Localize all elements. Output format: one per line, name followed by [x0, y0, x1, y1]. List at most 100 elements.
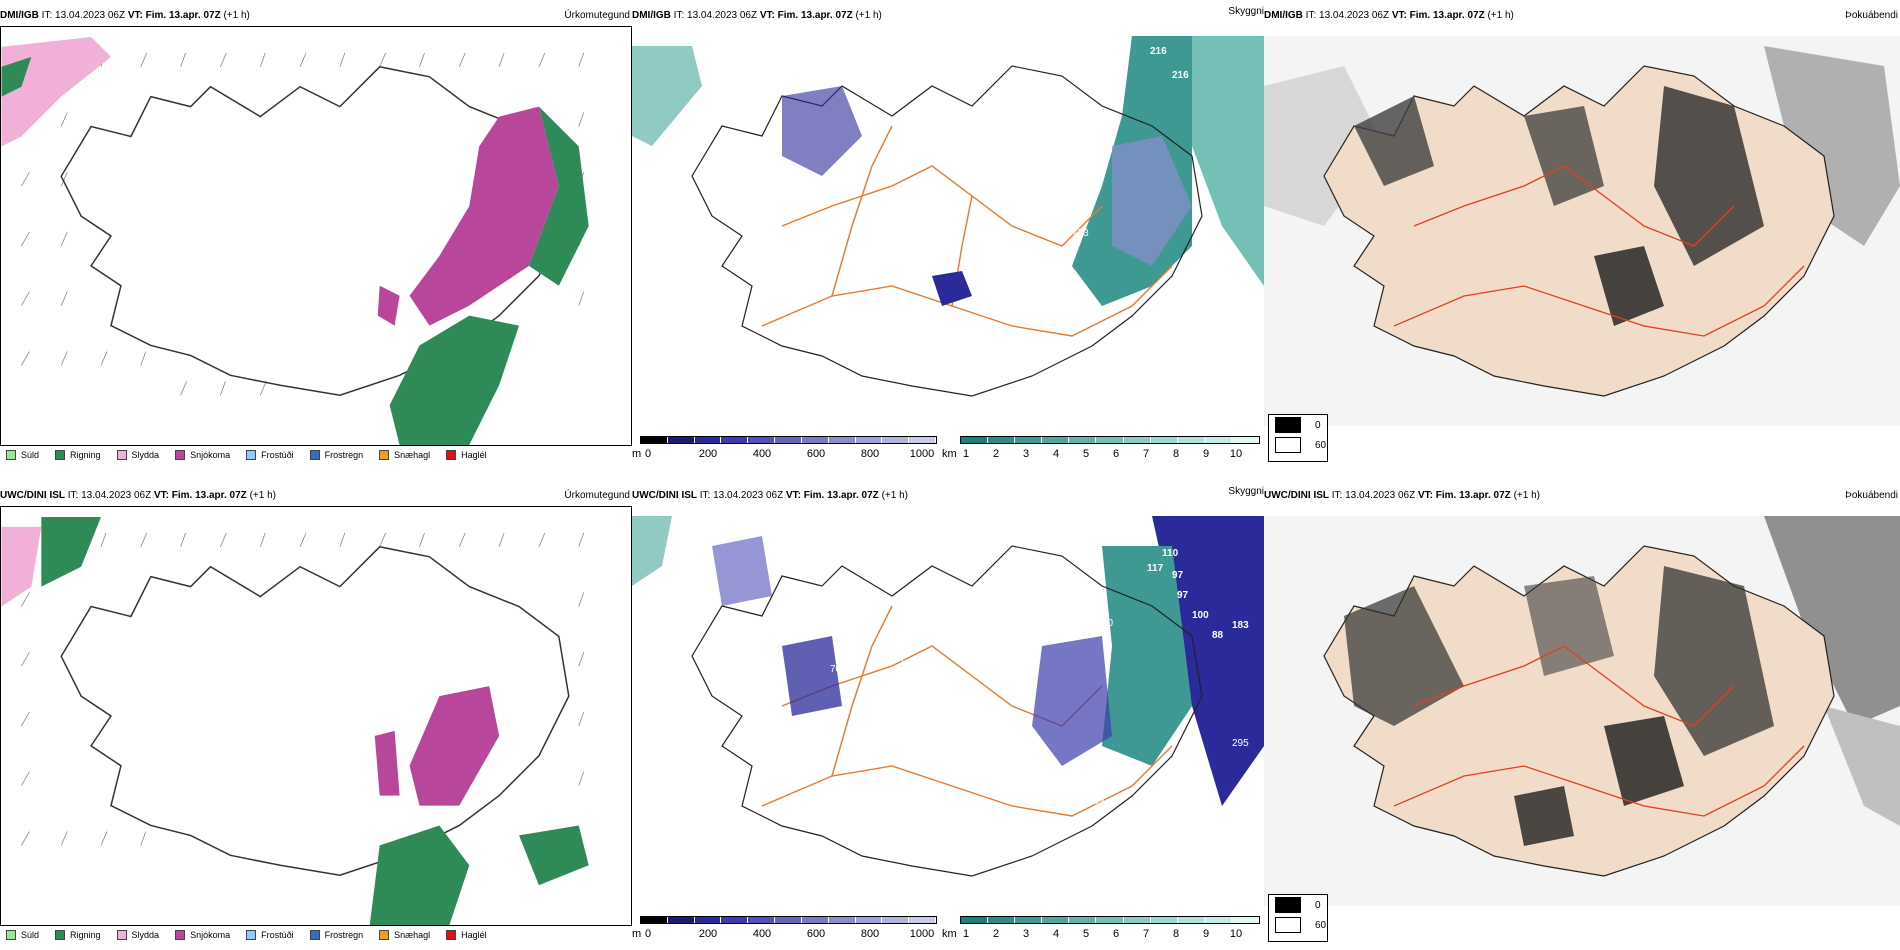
legend-item-slydda: Slydda [116, 450, 160, 460]
vis-label: 426 [1062, 338, 1077, 348]
visibility-ticks: 1 2 3 4 5 6 7 8 9 10 [942, 928, 1264, 942]
panel-title: DMI/IGB IT: 13.04.2023 06Z VT: Fim. 13.a… [1264, 10, 1514, 24]
legend-item-frostregn: Frostregn [309, 930, 364, 940]
legend-swatch [246, 450, 257, 460]
panel-name: Skyggni [1228, 486, 1264, 497]
cloudbase-unit: m [632, 928, 642, 940]
legend-label: Snjókoma [190, 930, 231, 940]
tick-label: 9 [1202, 928, 1210, 940]
lead-time: (+1 h) [223, 10, 250, 21]
tick-label: 9 [1202, 448, 1210, 460]
panel-title: UWC/DINI ISL IT: 13.04.2023 06Z VT: Fim.… [632, 490, 908, 504]
lead-time: (+1 h) [855, 10, 882, 21]
legend-swatch [309, 930, 320, 940]
vis-label: 264 [1078, 816, 1093, 826]
legend-item-sudl: Súld [6, 450, 39, 460]
legend-swatch [6, 930, 16, 940]
legend-label: Snæhagl [394, 450, 431, 460]
legend-item-frostregn: Frostregn [309, 450, 364, 460]
legend-label: Súld [21, 930, 40, 940]
legend-item-rigning: Rigning [55, 930, 101, 940]
tick-label: 3 [1022, 448, 1030, 460]
legend-label: 60 [1315, 439, 1327, 451]
vis-label: 232 [1057, 268, 1074, 279]
legend-item-frostudi: Frostúði [246, 450, 294, 460]
it-label: IT: [1331, 490, 1343, 501]
visibility-ticks: 1 2 3 4 5 6 7 8 9 10 [942, 448, 1264, 462]
valid-time: Fim. 13.apr. 07Z [777, 10, 853, 21]
legend-label: Rigning [70, 930, 101, 940]
legend-swatch [1275, 897, 1301, 913]
visibility-panel-bottom: UWC/DINI ISL IT: 13.04.2023 06Z VT: Fim.… [632, 486, 1264, 945]
lead-time: (+1 h) [881, 490, 908, 501]
legend-item-frostudi: Frostúði [246, 930, 294, 940]
panel-name: Þokuábendi [1845, 490, 1898, 501]
cloud-panel-top: DMI/IGB IT: 13.04.2023 06Z VT: Fim. 13.a… [1264, 10, 1900, 465]
tick-label: 400 [752, 448, 772, 460]
legend-label: Snæhagl [394, 930, 431, 940]
legend-label: Frostregn [324, 930, 364, 940]
legend-item-haglel: Haglél [446, 450, 487, 460]
valid-time: Fim. 13.apr. 07Z [803, 490, 879, 501]
visibility-map: 110 117 97 97 100 183 88 90 70 95 116 29… [632, 516, 1264, 877]
visibility-colorbar: km 1 2 3 4 5 6 7 8 9 10 [942, 916, 1264, 942]
tick-label: 1000 [909, 928, 935, 940]
vt-label: VT: [153, 490, 169, 501]
it-label: IT: [41, 10, 53, 21]
valid-time: Fim. 13.apr. 07Z [171, 490, 247, 501]
precip-map [0, 26, 632, 446]
legend-label: Frostúði [261, 930, 294, 940]
tick-label: 4 [1052, 928, 1060, 940]
legend-label: Slydda [131, 450, 160, 460]
vis-label: 295 [1232, 738, 1249, 749]
legend-swatch [116, 930, 127, 940]
model-name: UWC/DINI ISL [632, 490, 697, 501]
init-time: 13.04.2023 06Z [55, 10, 126, 21]
vis-label: 216 [1172, 70, 1189, 81]
precip-panel-top: DMI/IGB IT: 13.04.2023 06Z VT: Fim. 13.a… [0, 10, 632, 465]
legend-label: 0 [1315, 419, 1321, 431]
legend-swatch [6, 450, 16, 460]
legend-swatch [1275, 917, 1301, 933]
tick-label: 800 [860, 448, 880, 460]
tick-label: 200 [698, 928, 718, 940]
legend-swatch [446, 930, 457, 940]
vis-label: 116 [900, 658, 914, 668]
legend-label: Frostregn [324, 450, 364, 460]
tick-label: 6 [1112, 448, 1120, 460]
tick-label: 6 [1112, 928, 1120, 940]
it-label: IT: [1305, 10, 1317, 21]
legend-swatch [379, 930, 390, 940]
legend-label: 0 [1315, 899, 1321, 911]
vis-label: 86 [942, 334, 954, 345]
legend-swatch [175, 450, 186, 460]
tick-label: 1000 [909, 448, 935, 460]
init-time: 13.04.2023 06Z [1345, 490, 1416, 501]
panel-title: DMI/IGB IT: 13.04.2023 06Z VT: Fim. 13.a… [632, 10, 882, 24]
legend-item-rigning: Rigning [55, 450, 101, 460]
init-time: 13.04.2023 06Z [687, 10, 758, 21]
tick-label: 0 [644, 448, 652, 460]
tick-label: 600 [806, 448, 826, 460]
tick-label: 7 [1142, 928, 1150, 940]
legend-swatch [55, 450, 66, 460]
legend-item-0: 0 [1275, 415, 1327, 435]
lead-time: (+1 h) [249, 490, 276, 501]
tick-label: 200 [698, 448, 718, 460]
vt-label: VT: [785, 490, 801, 501]
legend-label: Haglél [461, 450, 487, 460]
tick-label: 400 [752, 928, 772, 940]
legend-label: Súld [21, 450, 40, 460]
iceland-coast [691, 545, 1203, 877]
legend-label: Rigning [70, 450, 101, 460]
legend-label: Frostúði [261, 450, 294, 460]
visibility-bar [960, 916, 1260, 924]
visibility-map: 216 216 112 109 184 773 232 481 86 426 [632, 36, 1264, 397]
cloudbase-unit: m [632, 448, 642, 460]
tick-label: 2 [992, 928, 1000, 940]
visibility-colorbar: km 1 2 3 4 5 6 7 8 9 10 [942, 436, 1264, 462]
vis-label: 109 [857, 145, 872, 155]
tick-label: 0 [644, 928, 652, 940]
init-time: 13.04.2023 06Z [1319, 10, 1390, 21]
panel-name: Skyggni [1228, 6, 1264, 17]
